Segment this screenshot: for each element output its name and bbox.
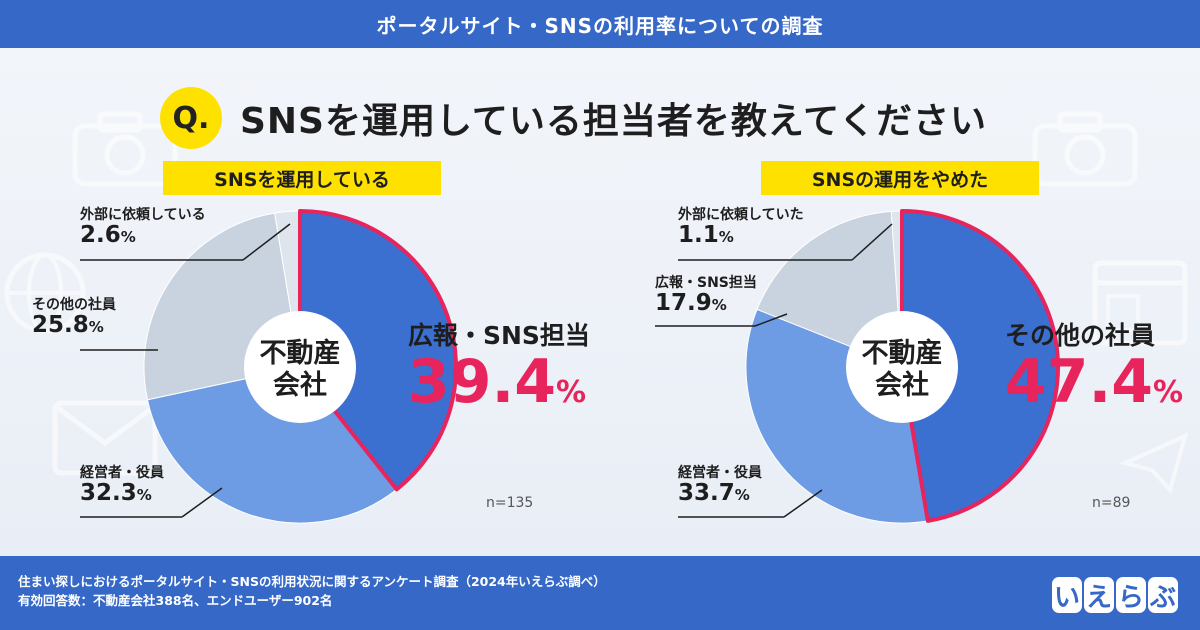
logo-char: ら [1116, 577, 1146, 613]
right-center-label: 不動産 会社 [861, 338, 943, 402]
left-label-external: 外部に依頼している 2.6% [80, 207, 206, 249]
camera-icon [1032, 111, 1138, 187]
pie-center-hole [244, 311, 356, 423]
page-title: ポータルサイト・SNSの利用率についての調査 [376, 13, 824, 38]
pie-center-hole [846, 311, 958, 423]
leader-line [754, 313, 788, 327]
right-label-exec: 経営者・役員 33.7% [678, 465, 762, 507]
right-label-external: 外部に依頼していた 1.1% [678, 207, 804, 249]
right-chart-title: SNSの運用をやめた [761, 161, 1039, 195]
footer-respondents: 有効回答数：不動産会社388名、エンドユーザー902名 [18, 593, 333, 609]
leader-line [181, 487, 223, 518]
leader-line [783, 489, 823, 518]
left-center-label: 不動産 会社 [259, 338, 341, 402]
logo-char: い [1052, 577, 1082, 613]
paper-plane-icon [1120, 432, 1189, 495]
left-label-other: その他の社員 25.8% [32, 297, 116, 339]
question-heading: Q. SNSを運用している担当者を教えてください [160, 86, 987, 150]
left-label-exec: 経営者・役員 32.3% [80, 465, 164, 507]
right-sample-size: n=89 [1092, 495, 1131, 511]
mail-icon [52, 400, 158, 476]
left-highlight: 広報・SNS担当 39.4% [408, 321, 590, 417]
ieraibu-logo: い え ら ぶ [1052, 574, 1178, 616]
leader-line [242, 223, 291, 261]
right-highlight: その他の社員 47.4% [1005, 321, 1184, 417]
left-sample-size: n=135 [486, 495, 534, 511]
right-label-pr: 広報・SNS担当 17.9% [655, 275, 757, 317]
logo-char: ぶ [1148, 577, 1178, 613]
left-pie-chart [143, 209, 458, 524]
header-bar: ポータルサイト・SNSの利用率についての調査 [0, 0, 1200, 48]
content-area: Q. SNSを運用している担当者を教えてください SNSを運用している SNSの… [0, 48, 1200, 556]
footer: 住まい探しにおけるポータルサイト・SNSの利用状況に関するアンケート調査（202… [0, 556, 1200, 630]
pie-slice-1 [146, 366, 398, 524]
question-badge: Q. [160, 87, 222, 149]
right-pie-chart [745, 209, 1060, 524]
globe-icon [4, 252, 86, 334]
logo-char: え [1084, 577, 1114, 613]
pie-slice-0 [298, 209, 458, 492]
footer-source: 住まい探しにおけるポータルサイト・SNSの利用状況に関するアンケート調査（202… [18, 574, 606, 589]
leader-line [851, 223, 893, 261]
pie-slice-0 [900, 209, 1060, 523]
browser-window-icon [1092, 260, 1188, 346]
camera-icon [72, 111, 178, 187]
pie-charts [80, 209, 1060, 524]
left-chart-title: SNSを運用している [163, 161, 441, 195]
question-text: SNSを運用している担当者を教えてください [240, 101, 988, 142]
